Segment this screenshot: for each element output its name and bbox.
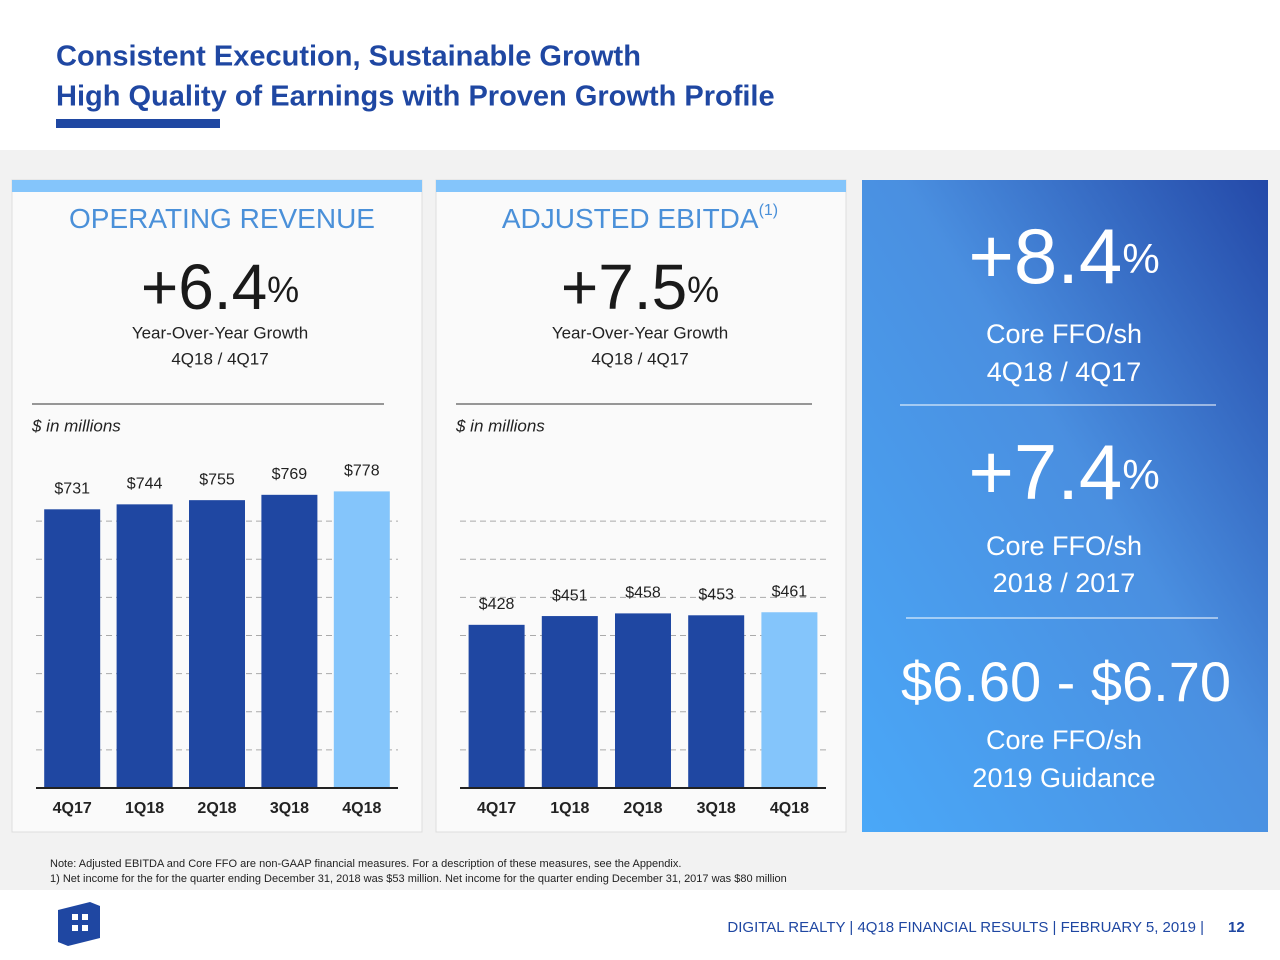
x-tick-label: 3Q18	[697, 800, 736, 817]
highlight-period: 2019 Guidance	[972, 763, 1155, 793]
unit-note: $ in millions	[455, 416, 545, 435]
panel-strip	[12, 180, 422, 192]
growth-unit: %	[267, 269, 299, 310]
page-number: 12	[1228, 919, 1245, 936]
x-tick-label: 2Q18	[623, 800, 662, 817]
chart-title: ADJUSTED EBITDA(1)	[502, 202, 778, 234]
highlight-label: Core FFO/sh	[986, 531, 1142, 561]
value-label: $461	[772, 583, 808, 600]
growth-unit: %	[687, 269, 719, 310]
growth: +7.5%	[561, 251, 719, 323]
x-tick-label: 4Q18	[342, 800, 381, 817]
value-label: $769	[272, 466, 308, 483]
unit: %	[1122, 235, 1159, 282]
highlight-value: +8.4%	[968, 212, 1159, 300]
slide-title: Consistent Execution, Sustainable Growth	[56, 41, 641, 73]
value-label: $744	[127, 476, 163, 493]
slide-subtitle: High Quality of Earnings with Proven Gro…	[56, 81, 775, 113]
growth-value: +7.5	[561, 251, 687, 323]
footer: DIGITAL REALTY | 4Q18 FINANCIAL RESULTS …	[727, 919, 1204, 936]
x-tick-label: 3Q18	[270, 800, 309, 817]
bar	[189, 500, 245, 788]
chart-title-text: OPERATING REVENUE	[69, 203, 375, 234]
sign-value: +8.4	[968, 212, 1122, 300]
unit-note: $ in millions	[31, 416, 121, 435]
bar	[44, 509, 101, 788]
growth-value: +6.4	[141, 251, 267, 323]
growth: +6.4%	[141, 251, 299, 323]
bar	[615, 613, 671, 788]
highlight-value: +7.4%	[968, 428, 1159, 516]
title-note: (1)	[759, 202, 779, 219]
x-tick-label: 1Q18	[550, 800, 589, 817]
x-tick-label: 4Q17	[477, 800, 516, 817]
guidance-value: $6.60 - $6.70	[901, 650, 1231, 713]
bar	[333, 491, 390, 788]
growth-period: 4Q18 / 4Q17	[591, 349, 688, 368]
value-label: $778	[344, 463, 380, 480]
unit: %	[1122, 451, 1159, 498]
bar	[261, 494, 318, 788]
highlight-panel	[862, 180, 1268, 832]
value-label: $755	[199, 471, 235, 488]
value-label: $458	[625, 585, 661, 602]
growth-period: 4Q18 / 4Q17	[171, 349, 268, 368]
bar	[688, 615, 745, 788]
sign-value: +7.4	[968, 428, 1122, 516]
chart-title-text: ADJUSTED EBITDA	[502, 203, 759, 234]
bar	[761, 612, 818, 788]
note: Note: Adjusted EBITDA and Core FFO are n…	[50, 858, 681, 870]
highlight-label: Core FFO/sh	[986, 725, 1142, 755]
bar	[116, 504, 173, 788]
note: 1) Net income for the for the quarter en…	[50, 873, 787, 885]
chart-title: OPERATING REVENUE	[69, 203, 375, 234]
panel-strip	[436, 180, 846, 192]
growth-label: Year-Over-Year Growth	[132, 323, 308, 342]
highlight-period: 2018 / 2017	[993, 568, 1136, 598]
value-label: $731	[54, 481, 90, 498]
highlight-label: Core FFO/sh	[986, 319, 1142, 349]
x-tick-label: 4Q18	[770, 800, 809, 817]
x-tick-label: 2Q18	[197, 800, 236, 817]
bar	[541, 616, 598, 788]
value-label: $428	[479, 596, 515, 613]
x-tick-label: 1Q18	[125, 800, 164, 817]
value-label: $453	[698, 587, 734, 604]
logo	[58, 902, 100, 946]
bar	[468, 624, 525, 788]
value-label: $451	[552, 587, 588, 604]
growth-label: Year-Over-Year Growth	[552, 323, 728, 342]
highlight-period: 4Q18 / 4Q17	[987, 357, 1142, 387]
title-underline	[56, 119, 220, 128]
x-tick-label: 4Q17	[53, 800, 92, 817]
